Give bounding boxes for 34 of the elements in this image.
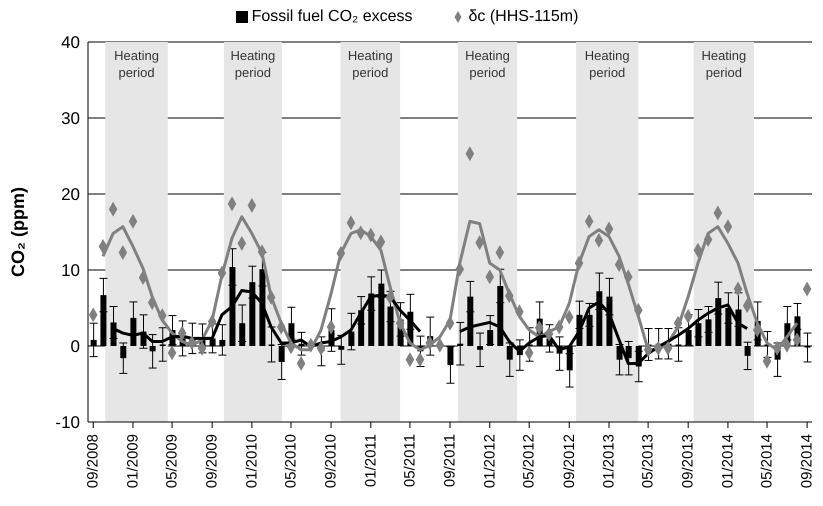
x-tick-label: 05/2012 [520,434,538,488]
x-tick-label: 05/2013 [640,434,657,488]
x-tick-label: 05/2014 [758,434,776,488]
x-tick-label: 09/2009 [204,434,221,488]
x-tick-label: 09/2010 [322,434,340,488]
y-tick-label: 30 [61,109,80,128]
band-label: Heating period [701,48,746,80]
y-axis-title: CO₂ (ppm) [8,187,28,277]
x-tick-label: 09/2013 [680,434,697,488]
y-tick-label: 40 [61,33,80,52]
band-label: Heating period [230,48,276,80]
x-tick-label: 01/2012 [481,434,498,488]
x-tick-label: 01/2009 [124,434,142,488]
band-label: Heating period [348,48,393,80]
x-tick-label: 01/2014 [719,434,736,488]
x-tick-label: 01/2010 [243,434,260,488]
band-label: Heating period [114,48,159,80]
legend-label: δc (HHS-115m) [468,8,578,25]
legend-label: Fossil fuel CO₂ excess [252,8,412,25]
y-tick-label: 10 [61,261,80,280]
x-tick-label: 09/2011 [442,434,458,488]
y-tick-label: -10 [55,413,80,432]
x-tick-label: 09/2008 [84,434,102,488]
y-tick-label: 20 [61,185,80,204]
x-tick-label: 09/2014 [798,434,816,488]
y-tick-label: 0 [70,337,80,356]
band-label: Heating period [465,48,510,80]
x-tick-label: 09/2012 [560,434,578,488]
band-label: Heating period [584,48,630,80]
x-tick-label: 05/2009 [164,434,181,488]
x-tick-label: 05/2011 [401,434,418,488]
x-tick-label: 01/2011 [362,434,380,488]
x-tick-label: 01/2013 [600,434,618,488]
x-tick-label: 05/2010 [282,434,300,488]
